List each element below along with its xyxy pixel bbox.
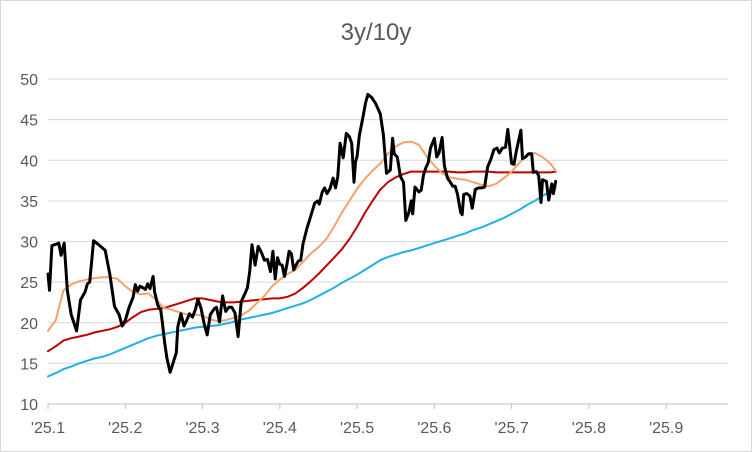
x-tick-label: '25.9 [649, 420, 683, 437]
series-line-3 [47, 186, 557, 378]
series-line-1 [47, 140, 557, 332]
y-tick-label: 25 [20, 275, 38, 292]
y-tick-label: 15 [20, 356, 38, 373]
x-tick-label: '25.8 [572, 420, 606, 437]
x-tick-label: '25.7 [495, 420, 529, 437]
series-line-2 [47, 170, 557, 353]
x-tick-label: '25.3 [185, 420, 219, 437]
x-tick-label: '25.6 [417, 420, 451, 437]
y-tick-label: 45 [20, 113, 38, 130]
x-tick-label: '25.1 [31, 420, 65, 437]
y-tick-label: 10 [20, 397, 38, 414]
y-tick-label: 35 [20, 194, 38, 211]
y-tick-label: 50 [20, 72, 38, 89]
chart-title: 3y/10y [340, 19, 412, 46]
y-tick-label: 30 [20, 235, 38, 252]
x-tick-label: '25.4 [263, 420, 297, 437]
x-tick-label: '25.5 [340, 420, 374, 437]
x-tick-label: '25.2 [108, 420, 142, 437]
series-line-0 [46, 92, 558, 374]
y-tick-label: 20 [20, 316, 38, 333]
y-tick-label: 40 [20, 153, 38, 170]
